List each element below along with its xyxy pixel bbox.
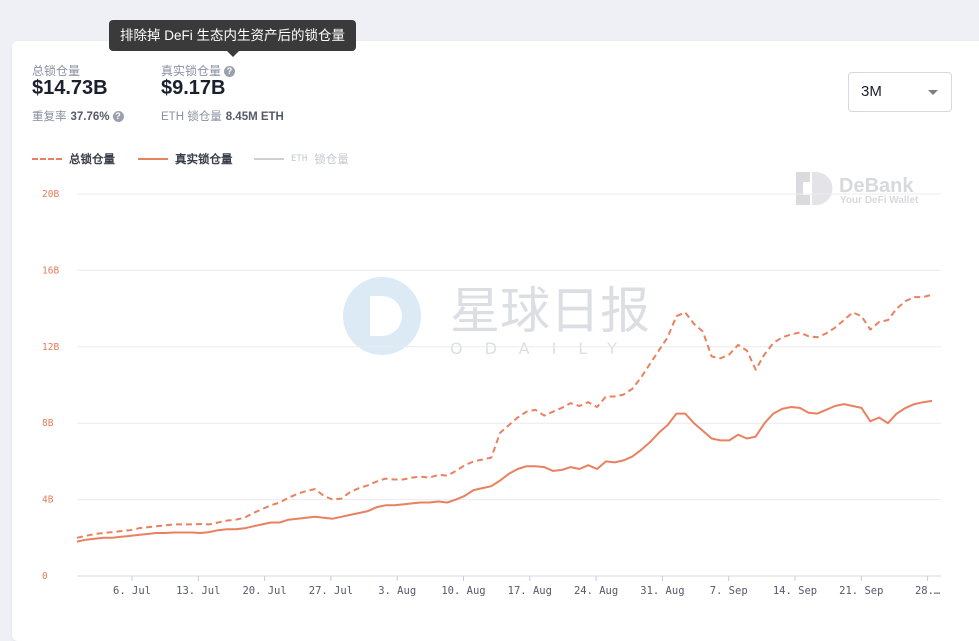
- odaily-cn-wordmark: 星球日报: [450, 282, 650, 340]
- x-tick-label: 3. Aug: [378, 585, 416, 597]
- y-tick-label: 4B: [42, 495, 54, 506]
- y-tick-label: 16B: [42, 265, 59, 276]
- y-tick-label: 8B: [42, 418, 54, 429]
- y-tick-label: 20B: [42, 189, 59, 200]
- debank-wordmark: DeBank: [839, 175, 914, 197]
- real-tvl-value: $9.17B: [161, 77, 226, 99]
- chevron-down-icon: [928, 90, 938, 95]
- y-tick-label: 0: [42, 571, 48, 582]
- help-icon[interactable]: ?: [112, 111, 124, 122]
- odaily-logo-icon: [343, 277, 421, 355]
- x-tick-label: 28.…: [915, 585, 940, 597]
- x-tick-label: 7. Sep: [710, 585, 748, 597]
- rehypothecation-label: 重复率: [32, 111, 67, 123]
- real-tvl-line: [76, 399, 933, 543]
- x-tick-label: 27. Jul: [309, 585, 353, 597]
- legend-item-total[interactable]: 总锁仓量: [32, 151, 115, 167]
- solid-line-icon: [138, 158, 168, 160]
- eth-tvl-label: ETH 锁仓量: [161, 111, 222, 123]
- x-tick-label: 6. Jul: [113, 585, 151, 597]
- debank-tagline: Your DeFi Wallet: [840, 195, 919, 206]
- odaily-watermark: 星球日报 ODAILY: [343, 277, 650, 358]
- legend-label-total: 总锁仓量: [69, 154, 115, 166]
- x-tick-label: 10. Aug: [441, 585, 485, 597]
- time-range-value: 3M: [861, 83, 882, 100]
- odaily-en-wordmark: ODAILY: [450, 339, 639, 358]
- total-tvl-value: $14.73B: [32, 77, 108, 99]
- eth-tvl-value: 8.45M ETH: [225, 111, 284, 123]
- help-icon[interactable]: ?: [224, 66, 236, 77]
- legend-label-eth-unit: ETH: [291, 154, 308, 164]
- eth-tvl: ETH 锁仓量 8.45M ETH: [161, 108, 284, 124]
- real-tvl-label: 真实锁仓量: [161, 64, 222, 78]
- x-tick-label: 20. Jul: [242, 585, 286, 597]
- total-tvl-line: [76, 293, 933, 539]
- x-tick-label: 13. Jul: [176, 585, 220, 597]
- legend-item-eth[interactable]: ETH 锁仓量: [254, 151, 349, 167]
- time-range-select[interactable]: 3M: [848, 72, 952, 112]
- dashed-line-icon: [32, 158, 62, 160]
- real-tvl-label-wrap: 真实锁仓量?: [161, 62, 236, 79]
- x-tick-label: 31. Aug: [640, 585, 684, 597]
- y-tick-label: 12B: [42, 342, 59, 353]
- legend-label-real: 真实锁仓量: [175, 154, 233, 166]
- legend-item-real[interactable]: 真实锁仓量: [138, 151, 233, 167]
- debank-logo-icon: [796, 172, 833, 205]
- x-tick-label: 24. Aug: [574, 585, 618, 597]
- x-tick-label: 17. Aug: [508, 585, 552, 597]
- solid-line-icon: [254, 158, 284, 160]
- total-tvl-label: 总锁仓量: [32, 64, 81, 78]
- x-tick-label: 21. Sep: [839, 585, 883, 597]
- debank-watermark: DeBank Your DeFi Wallet: [796, 172, 919, 206]
- real-tvl-tooltip: 排除掉 DeFi 生态内生资产后的锁仓量: [109, 20, 356, 57]
- rehypothecation-rate: 重复率 37.76%?: [32, 108, 124, 124]
- rehypothecation-value: 37.76%: [70, 111, 110, 123]
- legend-label-eth: 锁仓量: [314, 154, 349, 166]
- x-tick-label: 14. Sep: [773, 585, 817, 597]
- tvl-card: [12, 41, 979, 641]
